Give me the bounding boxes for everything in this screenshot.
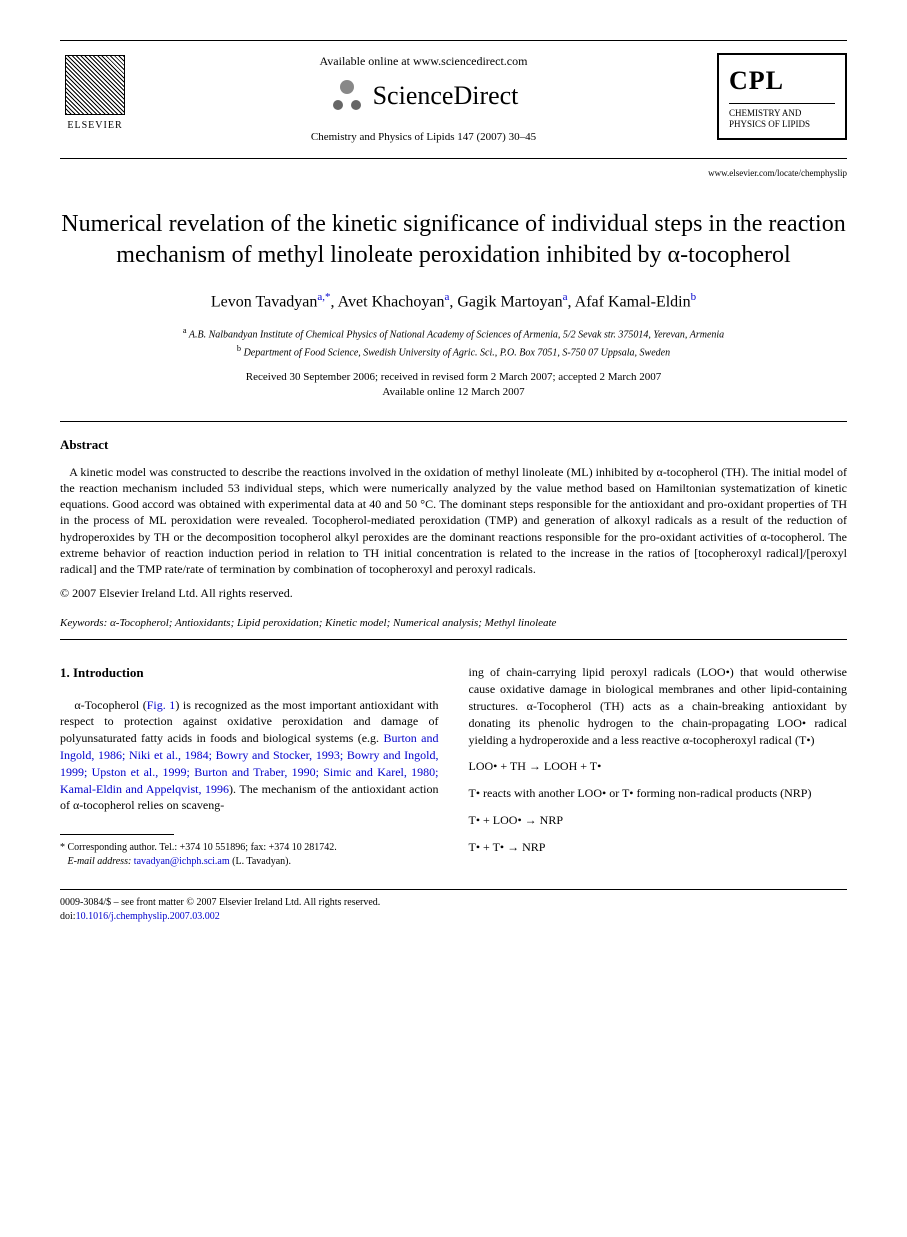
intro-heading: 1. Introduction — [60, 664, 439, 682]
intro-para-2: ing of chain-carrying lipid peroxyl radi… — [469, 664, 848, 748]
equation-2: T• + LOO• → NRP — [469, 812, 848, 829]
affiliation-a: A.B. Nalbandyan Institute of Chemical Ph… — [189, 330, 724, 341]
sciencedirect-block: Available online at www.sciencedirect.co… — [130, 53, 717, 146]
corresponding-footnote: * Corresponding author. Tel.: +374 10 55… — [60, 841, 439, 869]
corr-author-line: * Corresponding author. Tel.: +374 10 55… — [60, 841, 439, 855]
keywords-list: α-Tocopherol; Antioxidants; Lipid peroxi… — [110, 617, 556, 629]
journal-url[interactable]: www.elsevier.com/locate/chemphyslip — [60, 167, 847, 180]
intro-para-3: T• reacts with another LOO• or T• formin… — [469, 785, 848, 802]
author-2-affil: a — [444, 291, 449, 303]
author-3[interactable]: Gagik Martoyan — [457, 293, 562, 310]
column-left: 1. Introduction α-Tocopherol (Fig. 1) is… — [60, 664, 439, 869]
elsevier-logo: ELSEVIER — [60, 53, 130, 133]
sciencedirect-logo: ScienceDirect — [130, 78, 717, 114]
footer-block: 0009-3084/$ – see front matter © 2007 El… — [60, 889, 847, 924]
fig1-link[interactable]: Fig. 1 — [147, 698, 176, 712]
sciencedirect-name: ScienceDirect — [373, 78, 519, 114]
author-list: Levon Tavadyana,*, Avet Khachoyana, Gagi… — [60, 290, 847, 314]
header-bar: ELSEVIER Available online at www.science… — [60, 40, 847, 159]
equation-1: LOO• + TH → LOOH + T• — [469, 758, 848, 775]
author-3-affil: a — [563, 291, 568, 303]
body-columns: 1. Introduction α-Tocopherol (Fig. 1) is… — [60, 664, 847, 869]
email-label: E-mail address: — [68, 856, 132, 867]
affiliations: a A.B. Nalbandyan Institute of Chemical … — [60, 325, 847, 360]
elsevier-text: ELSEVIER — [67, 119, 122, 133]
column-right: ing of chain-carrying lipid peroxyl radi… — [469, 664, 848, 869]
dates-received: Received 30 September 2006; received in … — [60, 370, 847, 385]
abstract-heading: Abstract — [60, 436, 847, 454]
author-1-affil: a,* — [317, 291, 330, 303]
article-dates: Received 30 September 2006; received in … — [60, 370, 847, 401]
journal-reference: Chemistry and Physics of Lipids 147 (200… — [130, 130, 717, 145]
cpl-abbrev: CPL — [729, 63, 835, 99]
journal-logo-box: CPL CHEMISTRY AND PHYSICS OF LIPIDS — [717, 53, 847, 140]
author-1[interactable]: Levon Tavadyan — [211, 293, 318, 310]
author-2[interactable]: Avet Khachoyan — [338, 293, 445, 310]
keywords-label: Keywords: — [60, 617, 107, 629]
cpl-line2: PHYSICS OF LIPIDS — [729, 119, 835, 130]
doi-link[interactable]: 10.1016/j.chemphyslip.2007.03.002 — [76, 911, 220, 922]
abstract-copyright: © 2007 Elsevier Ireland Ltd. All rights … — [60, 585, 847, 602]
available-online-text: Available online at www.sciencedirect.co… — [130, 53, 717, 70]
corr-email[interactable]: tavadyan@ichph.sci.am — [134, 856, 230, 867]
author-4-affil: b — [691, 291, 697, 303]
article-title: Numerical revelation of the kinetic sign… — [60, 209, 847, 271]
author-4[interactable]: Afaf Kamal-Eldin — [575, 293, 691, 310]
keywords: Keywords: α-Tocopherol; Antioxidants; Li… — [60, 616, 847, 631]
abstract-body: A kinetic model was constructed to descr… — [60, 464, 847, 577]
issn-line: 0009-3084/$ – see front matter © 2007 El… — [60, 896, 847, 910]
equation-3: T• + T• → NRP — [469, 839, 848, 856]
cpl-line1: CHEMISTRY AND — [729, 108, 835, 119]
affiliation-b: Department of Food Science, Swedish Univ… — [244, 347, 671, 358]
elsevier-tree-icon — [65, 55, 125, 115]
email-attribution: (L. Tavadyan). — [232, 856, 291, 867]
doi-label: doi: — [60, 911, 76, 922]
sciencedirect-icon — [329, 78, 365, 114]
intro-para-1: α-Tocopherol (Fig. 1) is recognized as t… — [60, 697, 439, 815]
dates-online: Available online 12 March 2007 — [60, 385, 847, 400]
